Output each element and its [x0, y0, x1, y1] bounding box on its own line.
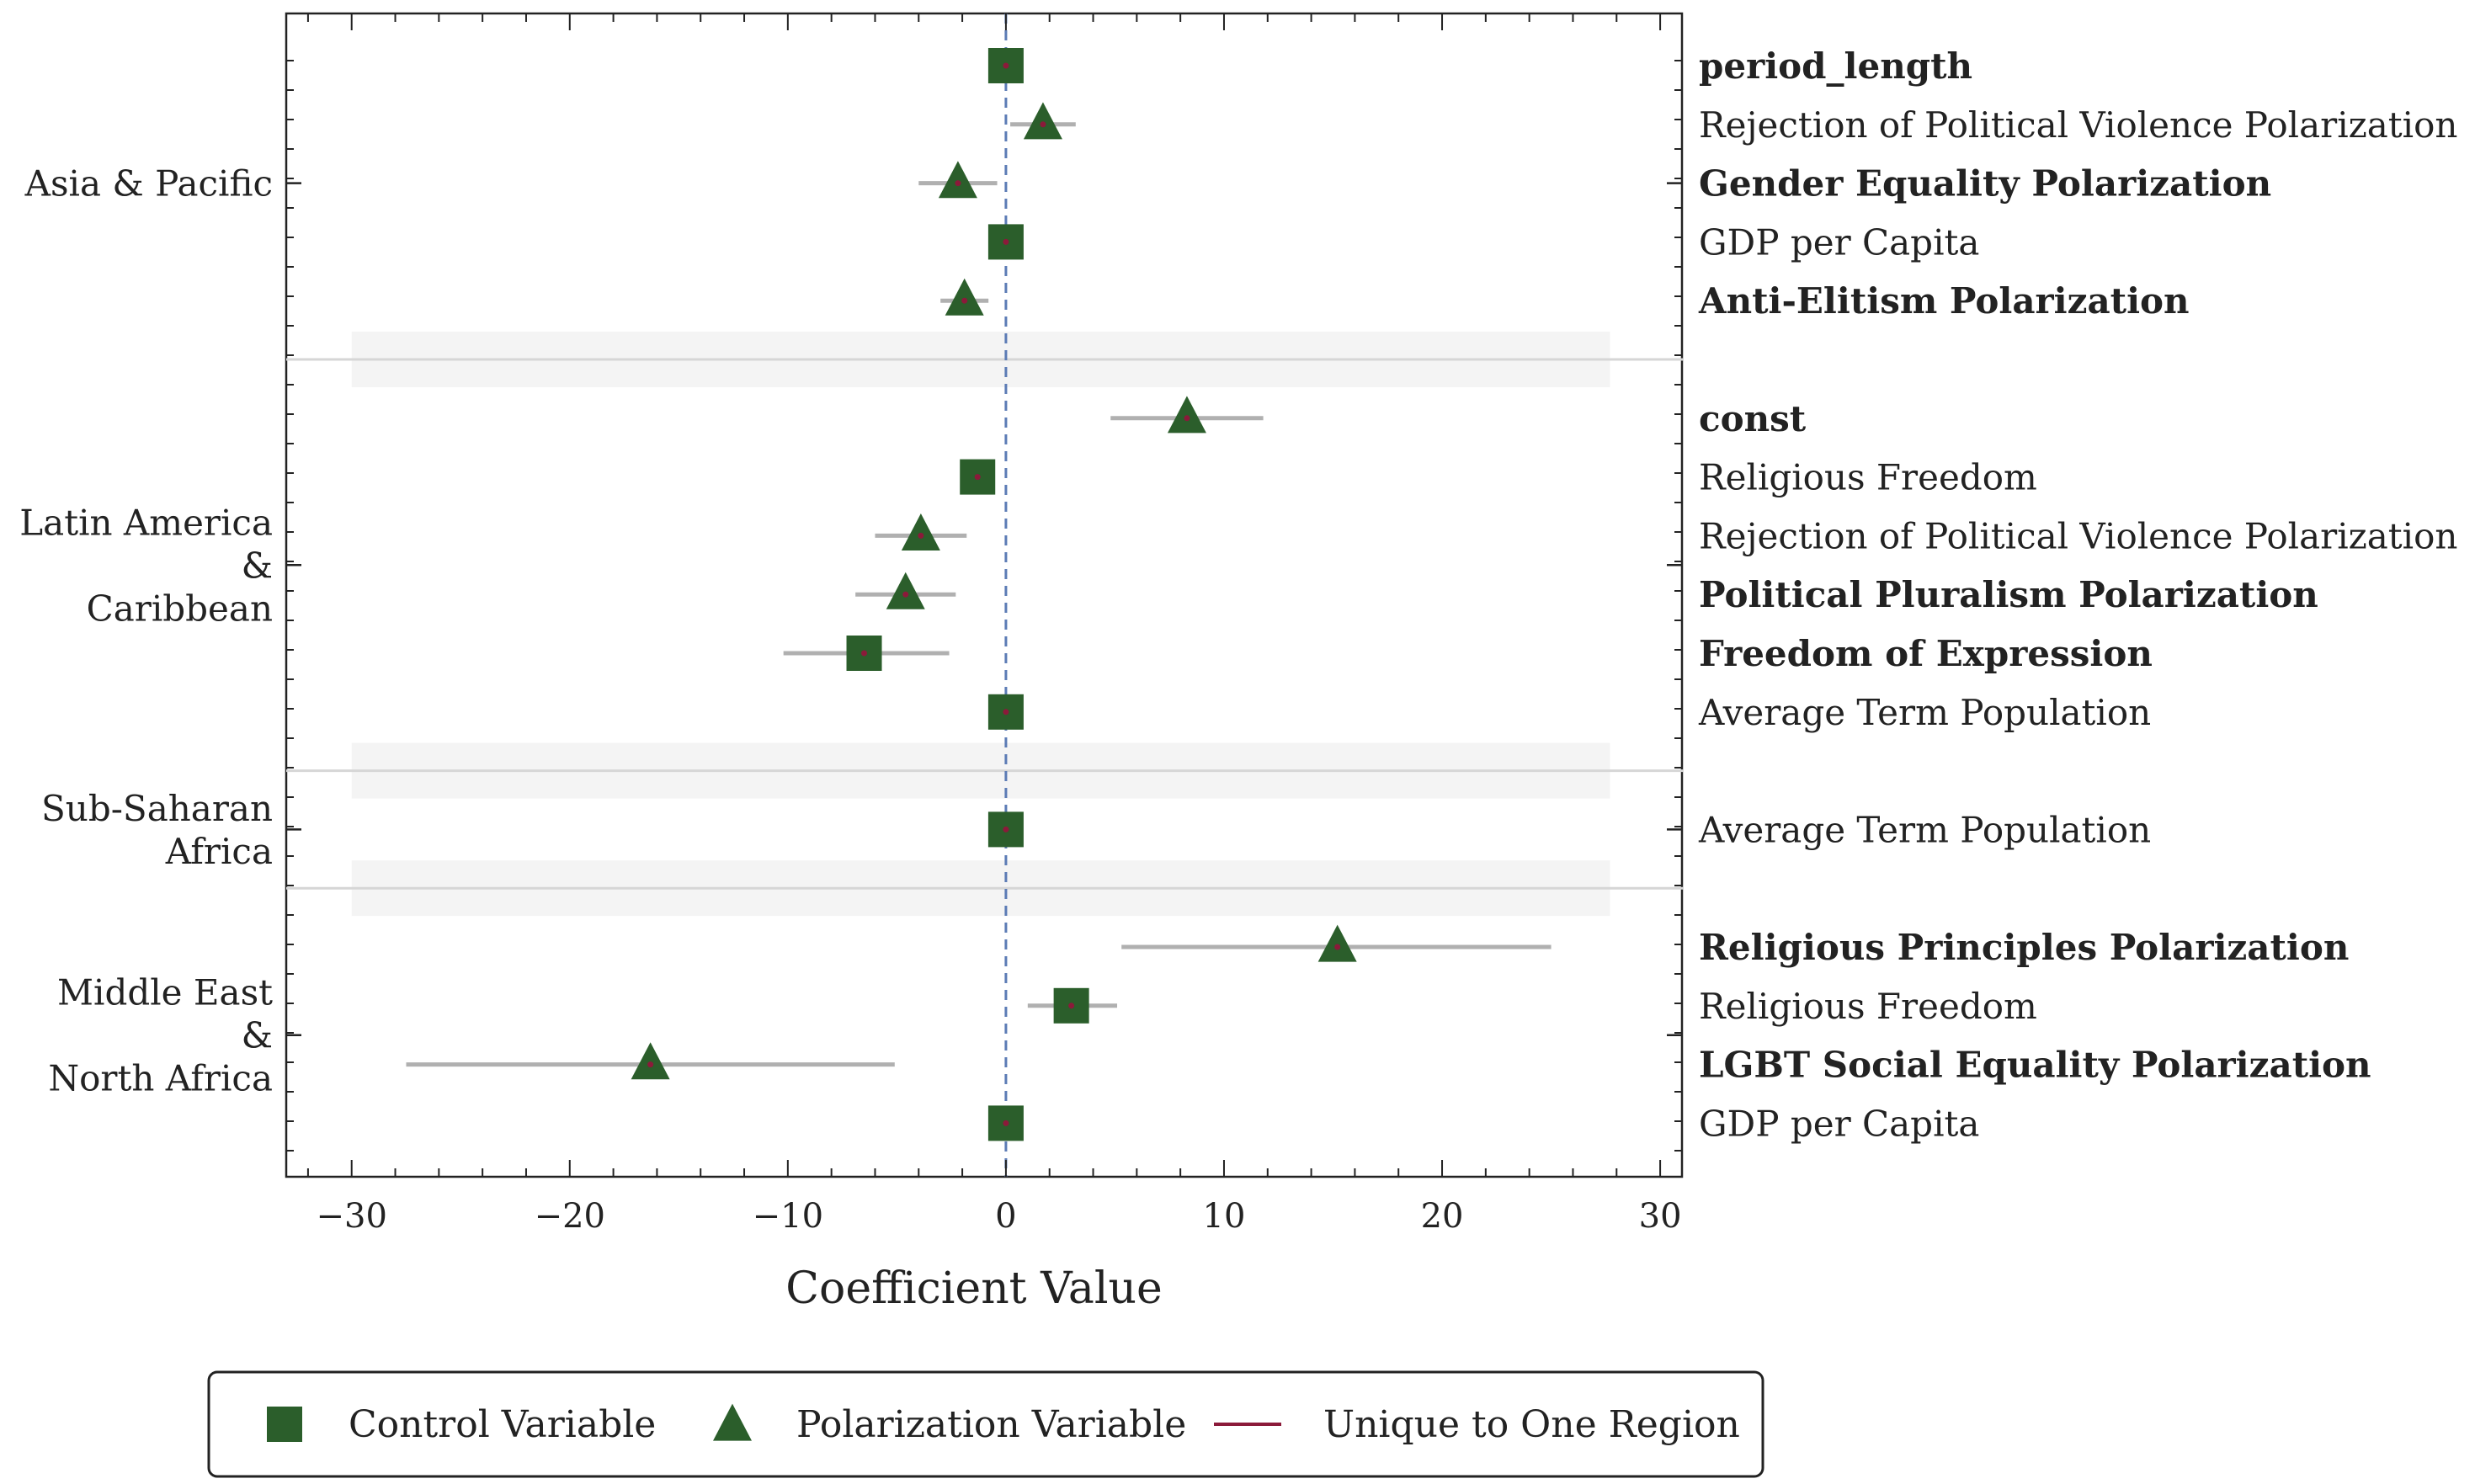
polarization-variable-marker	[1023, 102, 1062, 140]
coefficient-point	[961, 297, 968, 304]
variable-label: period_length	[1699, 45, 1972, 87]
region-label: Caribbean	[87, 588, 273, 629]
polarization-variable-marker	[1167, 396, 1206, 433]
legend-label: Unique to One Region	[1323, 1403, 1740, 1446]
coefficient-point	[918, 532, 924, 539]
variable-label: Rejection of Political Violence Polariza…	[1699, 104, 2457, 146]
plot-area	[285, 12, 1684, 1178]
variable-label: Rejection of Political Violence Polariza…	[1699, 515, 2457, 556]
coefficient-point	[974, 474, 981, 481]
variable-label: const	[1699, 398, 1807, 439]
coefficient-point	[1003, 826, 1009, 832]
plot-frame	[285, 12, 1684, 1178]
legend-polarization-marker	[713, 1403, 752, 1441]
coefficient-point	[1334, 944, 1341, 950]
coefficient-point	[902, 591, 909, 598]
polarization-variable-marker	[1317, 924, 1357, 962]
region-label: North Africa	[48, 1058, 273, 1099]
region-label: Middle East	[57, 972, 273, 1013]
coefficient-point	[1068, 1003, 1075, 1009]
polarization-variable-marker	[631, 1042, 670, 1080]
variable-label: Religious Freedom	[1699, 457, 2037, 498]
variable-label: GDP per Capita	[1699, 1103, 1979, 1144]
coefficient-point	[1184, 415, 1190, 422]
x-tick-label: 20	[1421, 1197, 1464, 1236]
polarization-variable-marker	[901, 513, 940, 551]
coefficient-point	[647, 1061, 654, 1068]
coefficient-point	[1003, 1120, 1009, 1126]
variable-label: Political Pluralism Polarization	[1699, 574, 2318, 615]
variable-label: Average Term Population	[1698, 809, 2151, 850]
region-label: Africa	[165, 831, 273, 872]
legend: Control Variable Polarization Variable Uni…	[207, 1370, 1764, 1478]
polarization-variable-marker	[938, 161, 977, 199]
legend-control-marker	[267, 1407, 302, 1442]
legend-box	[207, 1370, 1764, 1478]
coefficient-point	[1040, 121, 1046, 128]
coefficient-point	[1003, 238, 1009, 245]
x-tick-label: −10	[753, 1197, 823, 1236]
variable-label: Average Term Population	[1698, 692, 2151, 733]
legend-label: Polarization Variable	[796, 1403, 1186, 1446]
label-area: −30 −20 −10 0 10 20 30 Coefficient Value period_…	[19, 45, 2457, 1314]
coefficient-point	[861, 650, 868, 657]
variable-label: LGBT Social Equality Polarization	[1699, 1045, 2371, 1086]
variable-label: Religious Principles Polarization	[1699, 927, 2349, 968]
x-tick-label: 0	[995, 1197, 1016, 1236]
region-label: Sub-Saharan	[41, 788, 273, 829]
x-tick-label: −30	[317, 1197, 387, 1236]
coefficient-point	[955, 180, 961, 187]
region-label: &	[242, 545, 273, 586]
polarization-variable-marker	[945, 278, 984, 316]
coefficient-point	[1003, 709, 1009, 715]
x-tick-label: −20	[535, 1197, 605, 1236]
polarization-variable-marker	[886, 572, 925, 609]
variable-label: Religious Freedom	[1699, 986, 2037, 1027]
coefficient-point	[1003, 62, 1009, 69]
region-label: Asia & Pacific	[24, 163, 273, 205]
variable-label: Anti-Elitism Polarization	[1698, 280, 2190, 322]
variable-label: Freedom of Expression	[1699, 633, 2153, 674]
legend-label: Control Variable	[349, 1403, 656, 1446]
variable-label: GDP per Capita	[1699, 221, 1979, 263]
x-tick-label: 10	[1203, 1197, 1246, 1236]
x-tick-label: 30	[1639, 1197, 1682, 1236]
x-axis-title: Coefficient Value	[785, 1263, 1163, 1314]
variable-label: Gender Equality Polarization	[1699, 163, 2271, 205]
region-label: Latin America	[19, 502, 273, 543]
region-label: &	[242, 1015, 273, 1056]
